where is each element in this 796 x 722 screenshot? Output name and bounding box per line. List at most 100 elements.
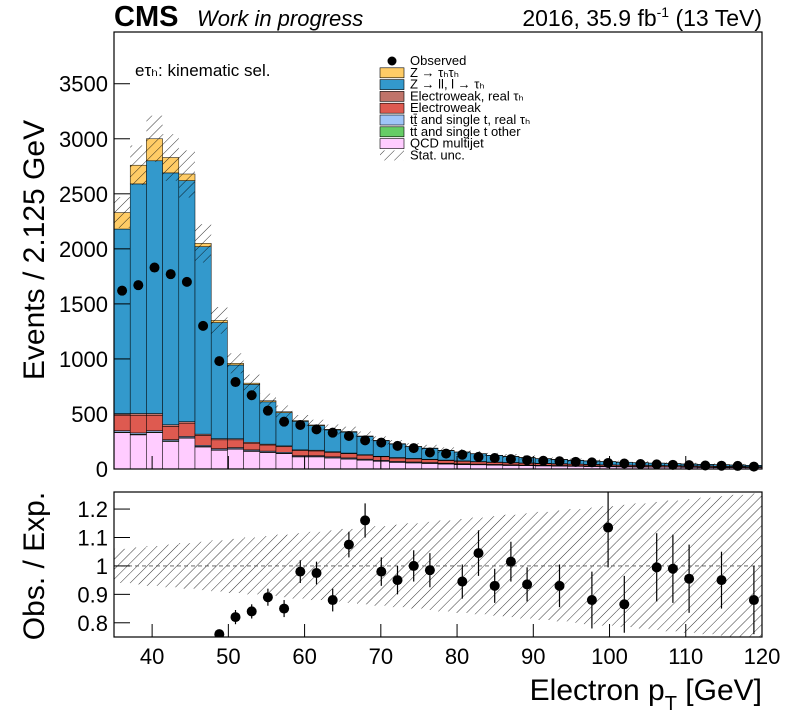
observed-point [133,280,144,291]
observed-point [262,405,273,416]
ratio-point [327,595,338,606]
stack-bar [227,448,244,469]
ratio-point [295,566,306,577]
legend-label: Z → ll, l → τₕ [410,77,485,92]
ratio-unc-band [567,509,584,623]
ratio-unc-band [357,527,374,605]
observed-point [651,459,662,470]
stack-bar [275,453,293,469]
observed-point [441,448,452,459]
stack-bar [162,426,180,440]
x-label-sub: T [665,693,677,715]
stack-bar [308,456,325,469]
stack-bar [194,446,212,469]
observed-point [424,447,435,458]
x-tick-label: 70 [369,644,393,669]
ratio-point [522,579,533,590]
stack-bar [194,246,212,435]
legend-label: QCD multijet [410,136,484,151]
stack-bar [340,453,358,459]
observed-point [635,459,646,470]
x-tick-label: 50 [216,644,240,669]
observed-point [198,320,209,331]
legend-label: Electroweak, real τₕ [410,88,524,103]
extra-label: Work in progress [197,6,363,31]
observed-point [295,419,306,430]
observed-point [473,451,484,462]
stat-unc-band [227,353,244,374]
stat-unc-band [146,115,163,162]
stack-bar [227,364,244,439]
observed-point [117,285,128,296]
observed-point [684,460,695,471]
cms-label: CMS [114,1,178,33]
ratio-point [619,599,630,610]
y-tick-label: 1.1 [77,525,108,550]
legend-swatch [379,67,405,79]
legend-label: Electroweak [410,100,481,115]
observed-point [586,457,597,468]
y-tick-label: 1500 [59,292,108,317]
ratio-point [230,612,241,623]
stat-unc-band [243,374,260,392]
x-tick-label: 60 [292,644,316,669]
ratio-point [279,603,290,614]
stack-bar [308,450,325,456]
lumi-label: 2016, 35.9 fb-1 (13 TeV) [522,4,762,31]
ratio-point [748,595,759,606]
ratio-point [716,575,727,586]
ratio-point [473,548,484,559]
stack-bar [421,463,439,469]
stack-bar [210,439,228,449]
observed-point [360,435,371,446]
stat-unc-band [195,224,212,263]
y-tick-label: 0.8 [77,611,108,636]
x-tick-label: 120 [744,644,781,669]
stack-bar [114,415,131,431]
legend-swatch [379,102,405,114]
ratio-unc-band [259,536,276,596]
stack-bar [178,180,196,422]
y-tick-label: 2500 [59,182,108,207]
stack-bar [437,460,455,464]
observed-point [376,437,387,448]
stack-bar [356,459,374,469]
legend-swatch [380,150,404,161]
observed-point [716,460,727,471]
x-tick-label: 110 [668,644,703,669]
observed-point [279,416,290,427]
observed-point [311,424,322,435]
observed-point [667,459,678,470]
observed-point [392,440,403,451]
stack-bar [178,422,196,437]
ratio-point [457,576,468,587]
x-tick-label: 90 [521,644,545,669]
stack-bar [437,463,455,469]
observed-point [522,455,533,466]
legend-swatch [379,79,405,90]
ratio-unc-band [195,541,212,591]
ratio-point [376,566,387,577]
ratio-point [246,606,257,617]
stack-bar [291,456,309,469]
stat-unc-band [211,307,228,334]
legend-swatch [379,126,405,138]
ratio-point [214,629,225,637]
ratio-point [424,565,435,576]
legend-swatch [379,91,405,102]
observed-point [538,455,549,466]
plot-frame [113,31,763,470]
lumi-suffix: (13 TeV) [669,5,762,31]
y-tick-label: 2000 [59,237,108,262]
observed-point [246,390,257,401]
observed-point [181,276,192,287]
ratio-point [311,568,322,579]
legend-label: Stat. unc. [410,147,465,162]
stack-bar [356,454,374,460]
stack-bar [275,446,293,453]
stack-bar [129,413,147,416]
stat-unc-band [114,197,131,228]
observed-point [603,457,614,468]
stat-unc-band [130,145,147,185]
